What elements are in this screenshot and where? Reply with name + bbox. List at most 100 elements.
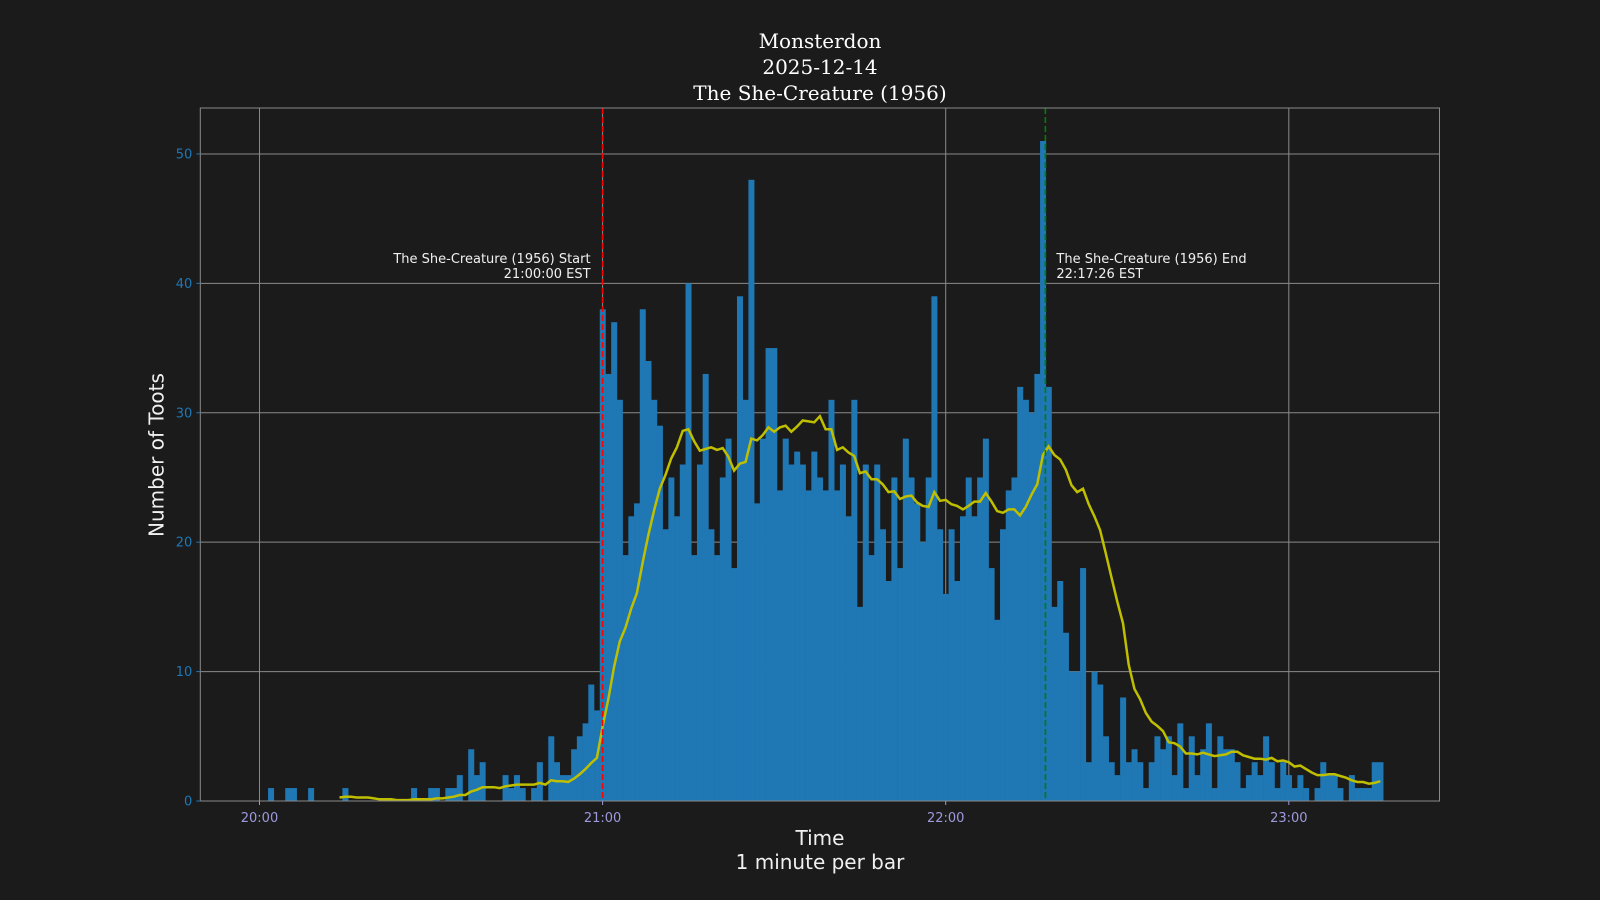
bar-21:54: [908, 477, 915, 801]
chart-title-line-1: Monsterdon: [759, 29, 882, 53]
bar-22:24: [1080, 568, 1087, 801]
bar-21:28: [759, 438, 766, 801]
bar-22:16: [1034, 373, 1041, 801]
bar-22:37: [1154, 736, 1161, 801]
bar-21:27: [754, 503, 761, 801]
bar-23:01: [1291, 788, 1298, 801]
x-tick-label: 23:00: [1270, 811, 1307, 826]
bar-21:13: [674, 516, 681, 801]
bar-21:34: [794, 451, 801, 801]
bar-23:08: [1331, 775, 1338, 801]
bar-20:31: [433, 788, 440, 801]
bar-21:55: [914, 503, 921, 801]
bar-22:07: [982, 438, 989, 801]
bar-20:38: [473, 775, 480, 801]
bar-21:10: [656, 425, 663, 801]
bar-22:52: [1240, 788, 1247, 801]
y-tick-label: 20: [176, 536, 193, 551]
bar-22:32: [1125, 762, 1132, 801]
bar-21:16: [691, 555, 698, 801]
bar-22:22: [1068, 671, 1075, 801]
bar-21:46: [862, 464, 869, 801]
bar-22:53: [1245, 775, 1252, 801]
bar-20:33: [445, 788, 452, 801]
bar-21:51: [891, 477, 898, 801]
x-axis-label: Time: [795, 826, 845, 850]
bar-22:23: [1074, 671, 1081, 801]
bar-22:42: [1183, 788, 1190, 801]
bar-22:47: [1211, 788, 1218, 801]
bar-22:10: [1000, 529, 1007, 801]
y-axis-ticks: 0 10 20 30 40 50: [176, 147, 201, 810]
bar-21:06: [634, 503, 641, 801]
bar-23:05: [1314, 788, 1321, 801]
bar-22:26: [1091, 671, 1098, 801]
bar-23:14: [1366, 788, 1373, 801]
bar-22:17: [1040, 141, 1047, 801]
bar-22:33: [1131, 749, 1138, 801]
bar-21:53: [902, 438, 909, 801]
bar-21:17: [696, 464, 703, 801]
bar-20:48: [531, 788, 538, 801]
bar-21:22: [725, 438, 732, 801]
x-tick-label: 20:00: [241, 811, 278, 826]
bar-22:05: [971, 516, 978, 801]
bar-22:41: [1177, 723, 1184, 801]
chart-title-line-3: The She-Creature (1956): [693, 81, 946, 105]
bar-21:02: [611, 322, 618, 801]
x-tick-label: 21:00: [584, 811, 621, 826]
bar-22:39: [1165, 736, 1172, 801]
bar-21:24: [736, 296, 744, 801]
bar-21:12: [668, 477, 675, 801]
bar-22:34: [1137, 762, 1144, 801]
bar-23:09: [1337, 788, 1344, 801]
bar-22:57: [1268, 762, 1275, 801]
bar-21:38: [817, 477, 824, 801]
bar-21:23: [731, 568, 738, 801]
bar-22:21: [1062, 632, 1069, 801]
bar-21:01: [605, 373, 612, 801]
bar-20:09: [308, 788, 315, 801]
bar-22:31: [1120, 697, 1127, 801]
bar-20:44: [508, 788, 515, 801]
bar-22:19: [1051, 606, 1058, 801]
bar-21:03: [616, 399, 623, 801]
bar-23:11: [1348, 775, 1355, 801]
bar-23:12: [1354, 788, 1361, 801]
bar-21:39: [822, 490, 829, 801]
bar-21:04: [622, 555, 629, 801]
bar-22:50: [1228, 749, 1235, 801]
bar-21:41: [834, 490, 841, 801]
chart-title-line-2: 2025-12-14: [762, 55, 877, 79]
bar-20:35: [456, 775, 463, 801]
bar-20:51: [548, 736, 555, 801]
bar-21:20: [714, 555, 721, 801]
bar-21:57: [925, 477, 932, 801]
end-annotation-time: 22:17:26 EST: [1056, 267, 1143, 282]
bar-21:50: [885, 581, 892, 801]
bar-23:02: [1297, 775, 1304, 801]
bar-21:14: [679, 464, 686, 801]
bar-21:15: [685, 283, 692, 802]
bar-22:58: [1274, 788, 1281, 801]
bar-20:43: [502, 775, 509, 801]
bar-22:56: [1263, 736, 1270, 801]
bar-22:59: [1280, 762, 1287, 801]
bar-20:02: [268, 788, 275, 801]
bar-23:13: [1360, 788, 1367, 801]
bar-21:42: [839, 464, 846, 801]
bar-21:00: [599, 309, 606, 801]
bar-23:07: [1325, 775, 1333, 801]
event-lines: [601, 108, 1047, 801]
y-tick-label: 10: [176, 665, 193, 680]
bar-22:49: [1223, 749, 1230, 801]
y-axis-label: Number of Toots: [145, 373, 169, 537]
plot-frame: [199, 107, 1440, 802]
bar-20:27: [411, 788, 418, 801]
bar-20:37: [468, 749, 475, 801]
bar-21:31: [777, 490, 784, 801]
bar-21:30: [771, 348, 778, 801]
bar-22:02: [954, 581, 961, 801]
x-axis-sublabel: 1 minute per bar: [736, 850, 906, 874]
bar-22:00: [942, 593, 949, 801]
